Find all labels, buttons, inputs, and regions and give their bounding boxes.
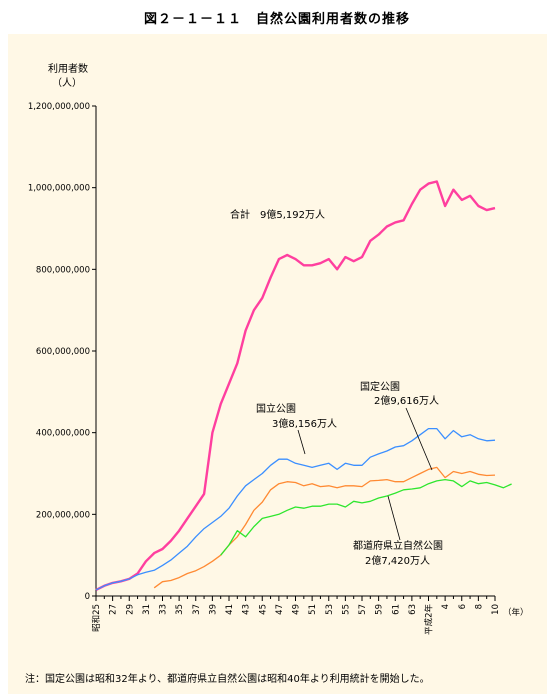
x-tick-label: 8 xyxy=(474,604,484,609)
annotation-quasi-park-name: 国定公園 xyxy=(360,380,400,393)
y-tick-label: 400,000,000 xyxy=(36,429,90,439)
annotation-quasi-park-leader xyxy=(405,407,433,471)
x-tick-label: 33 xyxy=(159,604,169,615)
series-line-total xyxy=(95,180,496,591)
y-tick-label: 1,000,000,000 xyxy=(28,184,90,194)
x-tick-label: 53 xyxy=(325,604,335,615)
x-tick-label: 45 xyxy=(258,604,268,615)
y-tick-label: 600,000,000 xyxy=(36,347,90,357)
x-tick-label: 51 xyxy=(308,604,318,615)
x-tick-label: 61 xyxy=(391,604,401,615)
x-tick-label: 昭和25 xyxy=(92,604,102,632)
x-tick-label: 57 xyxy=(358,604,368,615)
x-tick-label: 39 xyxy=(208,604,218,615)
page-title: 図２－１－１１ 自然公園利用者数の推移 xyxy=(143,12,410,27)
x-axis-unit: （年） xyxy=(503,607,529,618)
x-tick-label: 29 xyxy=(125,604,135,615)
annotation-national-park-leader xyxy=(297,429,306,455)
annotation-national-park-name: 国立公園 xyxy=(256,402,296,415)
y-tick-label: 0 xyxy=(85,592,90,602)
y-axis-label-line2: （人） xyxy=(52,77,82,89)
series-line-quasi-national-park xyxy=(153,466,496,589)
y-tick-label: 200,000,000 xyxy=(36,510,90,520)
x-tick-label: 37 xyxy=(192,604,202,615)
x-tick-label: 43 xyxy=(242,604,252,615)
annotation-total: 合計 9億5,192万人 xyxy=(230,208,325,221)
annotation-quasi-park-value: 2億9,616万人 xyxy=(374,394,439,407)
chart-panel: 利用者数 （人） 0 200,000,000 400,000,000 600,000,… xyxy=(8,34,547,694)
x-tick-label: 31 xyxy=(142,604,152,615)
annotation-national-park-value: 3億8,156万人 xyxy=(272,417,337,430)
x-tick-label: 59 xyxy=(375,604,385,615)
annotation-prefectural-park-name: 都道府県立自然公園 xyxy=(353,539,443,552)
y-axis-label-line1: 利用者数 xyxy=(48,62,88,75)
x-tick-label: 47 xyxy=(275,604,285,615)
x-tick-label: 10 xyxy=(491,604,501,615)
y-tick-label: 1,200,000,000 xyxy=(28,102,90,112)
series-line-prefectural-park xyxy=(220,478,512,556)
x-tick-label: 6 xyxy=(458,604,468,609)
x-tick-label: 55 xyxy=(341,604,351,615)
footnote: 注：国定公園は昭和32年より、都道府県立自然公園は昭和40年より利用統計を開始し… xyxy=(25,674,430,685)
series-line-national-park xyxy=(95,427,496,591)
x-tick-label: 35 xyxy=(175,604,185,615)
annotation-prefectural-park-leader xyxy=(387,495,401,541)
annotation-prefectural-park-value: 2億7,420万人 xyxy=(365,554,430,567)
line-chart: 利用者数 （人） 0 200,000,000 400,000,000 600,000,… xyxy=(28,62,529,635)
x-tick-label: 63 xyxy=(408,604,418,615)
x-tick-label: 27 xyxy=(109,604,119,615)
y-tick-label: 800,000,000 xyxy=(36,265,90,275)
x-tick-label: 平成2年 xyxy=(424,604,435,635)
x-tick-label: 4 xyxy=(441,604,451,609)
y-axis-label: 利用者数 （人） xyxy=(48,62,88,89)
x-tick-label: 49 xyxy=(292,604,302,615)
x-tick-label: 41 xyxy=(225,604,235,615)
